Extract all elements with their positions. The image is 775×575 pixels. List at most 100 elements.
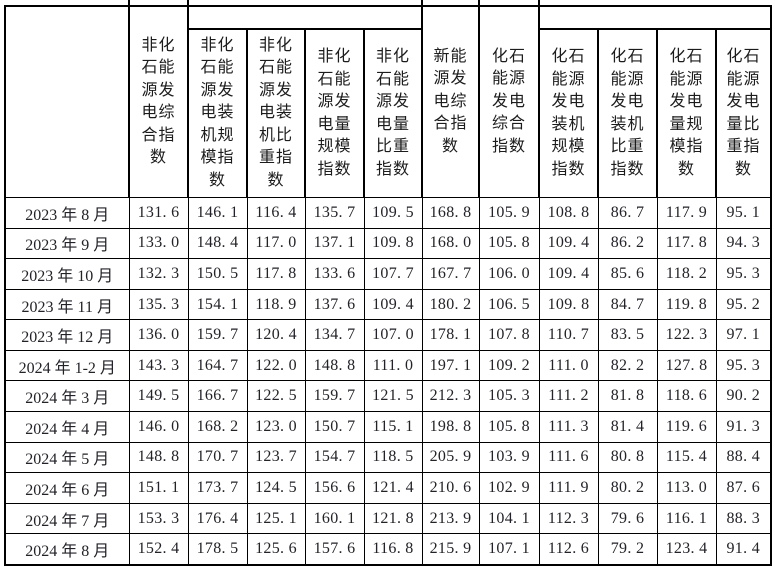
- value-cell: 79. 2: [597, 533, 658, 565]
- table-row: 2023 年 10 月 132. 3 150. 5 117. 8 133. 6 107. …: [6, 258, 770, 290]
- value-cell: 90. 2: [715, 380, 770, 413]
- value-cell: 116. 4: [246, 197, 306, 229]
- value-cell: 105. 8: [478, 227, 540, 260]
- value-cell: 127. 8: [656, 349, 717, 382]
- column-header-6: 新能 源发 电综 合指 数: [421, 5, 480, 197]
- value-cell: 146. 0: [128, 411, 189, 443]
- column-header-label: 化石 能源 发电 量规 模指 数: [669, 48, 704, 178]
- value-cell: 105. 9: [478, 197, 540, 229]
- table-row: 2024 年 4 月 146. 0 168. 2 123. 0 150. 7 115. 1…: [6, 411, 770, 443]
- value-cell: 106. 0: [478, 258, 540, 290]
- column-header-label: 非化 石能 源发 电量 规模 指数: [317, 48, 352, 178]
- column-header-label: 非化 石能 源发 电装 机比 重指 数: [258, 36, 293, 189]
- value-cell: 160. 1: [304, 502, 365, 535]
- value-cell: 197. 1: [421, 349, 480, 382]
- value-cell: 152. 4: [128, 533, 189, 565]
- column-header-7: 化石 能源 发电 综合 指数: [478, 5, 540, 197]
- value-cell: 82. 2: [597, 349, 658, 382]
- table-row: 2024 年 7 月 153. 3 176. 4 125. 1 160. 1 121. 8…: [6, 502, 770, 535]
- value-cell: 109. 2: [478, 349, 540, 382]
- border-tick: [478, 0, 480, 5]
- value-cell: 124. 5: [246, 472, 306, 504]
- value-cell: 110. 7: [538, 319, 599, 351]
- value-cell: 117. 8: [246, 258, 306, 290]
- table-row: 2023 年 8 月 131. 6 146. 1 116. 4 135. 7 109. 5…: [6, 197, 770, 229]
- power-index-table: 非化 石能 源发 电综 合指 数非化 石能 源发 电装 机规 模指 数非化 石能…: [4, 0, 772, 566]
- value-cell: 86. 2: [597, 227, 658, 260]
- border-tick: [128, 0, 130, 5]
- table-row: 2024 年 6 月 151. 1 173. 7 124. 5 156. 6 121. 4…: [6, 472, 770, 504]
- value-cell: 88. 4: [715, 441, 770, 474]
- value-cell: 112. 6: [538, 533, 599, 565]
- value-cell: 131. 6: [128, 197, 189, 229]
- value-cell: 118. 6: [656, 380, 717, 413]
- value-cell: 159. 7: [304, 380, 365, 413]
- row-date-cell: 2023 年 8 月: [6, 197, 130, 229]
- value-cell: 87. 6: [715, 472, 770, 504]
- column-header-11: 化石 能源 发电 量比 重指 数: [715, 28, 772, 197]
- value-cell: 105. 3: [478, 380, 540, 413]
- value-cell: 121. 8: [363, 502, 423, 535]
- value-cell: 167. 7: [421, 258, 480, 290]
- value-cell: 135. 3: [128, 288, 189, 321]
- column-header-label: 非化 石能 源发 电量 比重 指数: [375, 48, 410, 178]
- value-cell: 109. 5: [363, 197, 423, 229]
- value-cell: 143. 3: [128, 349, 189, 382]
- value-cell: 150. 5: [187, 258, 248, 290]
- row-date-cell: 2024 年 7 月: [6, 502, 130, 535]
- column-header-3: 非化 石能 源发 电装 机比 重指 数: [246, 28, 306, 197]
- column-header-label: 化石 能源 发电 装机 比重 指数: [610, 48, 645, 178]
- column-header-2: 非化 石能 源发 电装 机规 模指 数: [187, 28, 248, 197]
- column-header-9: 化石 能源 发电 装机 比重 指数: [597, 28, 658, 197]
- value-cell: 85. 6: [597, 258, 658, 290]
- value-cell: 109. 8: [363, 227, 423, 260]
- value-cell: 104. 1: [478, 502, 540, 535]
- value-cell: 122. 3: [656, 319, 717, 351]
- value-cell: 133. 0: [128, 227, 189, 260]
- value-cell: 115. 1: [363, 411, 423, 443]
- value-cell: 113. 0: [656, 472, 717, 504]
- value-cell: 134. 7: [304, 319, 365, 351]
- value-cell: 117. 0: [246, 227, 306, 260]
- value-cell: 108. 8: [538, 197, 599, 229]
- column-header-5: 非化 石能 源发 电量 比重 指数: [363, 28, 423, 197]
- row-date-cell: 2024 年 4 月: [6, 411, 130, 443]
- value-cell: 119. 8: [656, 288, 717, 321]
- value-cell: 111. 0: [538, 349, 599, 382]
- value-cell: 137. 6: [304, 288, 365, 321]
- value-cell: 164. 7: [187, 349, 248, 382]
- value-cell: 121. 4: [363, 472, 423, 504]
- value-cell: 154. 1: [187, 288, 248, 321]
- value-cell: 95. 3: [715, 258, 770, 290]
- value-cell: 81. 8: [597, 380, 658, 413]
- column-header-label: 非化 石能 源发 电综 合指 数: [141, 36, 176, 167]
- value-cell: 111. 0: [363, 349, 423, 382]
- value-cell: 107. 1: [478, 533, 540, 565]
- value-cell: 154. 7: [304, 441, 365, 474]
- value-cell: 178. 1: [421, 319, 480, 351]
- value-cell: 97. 1: [715, 319, 770, 351]
- value-cell: 109. 4: [538, 227, 599, 260]
- value-cell: 95. 1: [715, 197, 770, 229]
- table-row: 2024 年 1-2 月 143. 3 164. 7 122. 0 148. 8 111.…: [6, 349, 770, 382]
- row-date-cell: 2023 年 11 月: [6, 288, 130, 321]
- value-cell: 95. 2: [715, 288, 770, 321]
- value-cell: 80. 2: [597, 472, 658, 504]
- value-cell: 107. 0: [363, 319, 423, 351]
- value-cell: 137. 1: [304, 227, 365, 260]
- value-cell: 120. 4: [246, 319, 306, 351]
- row-date-cell: 2024 年 8 月: [6, 533, 130, 565]
- table-body: 2023 年 8 月 131. 6 146. 1 116. 4 135. 7 109. 5…: [6, 197, 770, 565]
- column-header-label: 新能 源发 电综 合指 数: [433, 47, 468, 155]
- column-header-label: 化石 能源 发电 综合 指数: [491, 47, 526, 155]
- value-cell: 84. 7: [597, 288, 658, 321]
- value-cell: 215. 9: [421, 533, 480, 565]
- value-cell: 95. 3: [715, 349, 770, 382]
- value-cell: 125. 6: [246, 533, 306, 565]
- value-cell: 109. 4: [538, 258, 599, 290]
- value-cell: 159. 7: [187, 319, 248, 351]
- value-cell: 111. 3: [538, 411, 599, 443]
- border-tick: [538, 0, 540, 5]
- value-cell: 111. 9: [538, 472, 599, 504]
